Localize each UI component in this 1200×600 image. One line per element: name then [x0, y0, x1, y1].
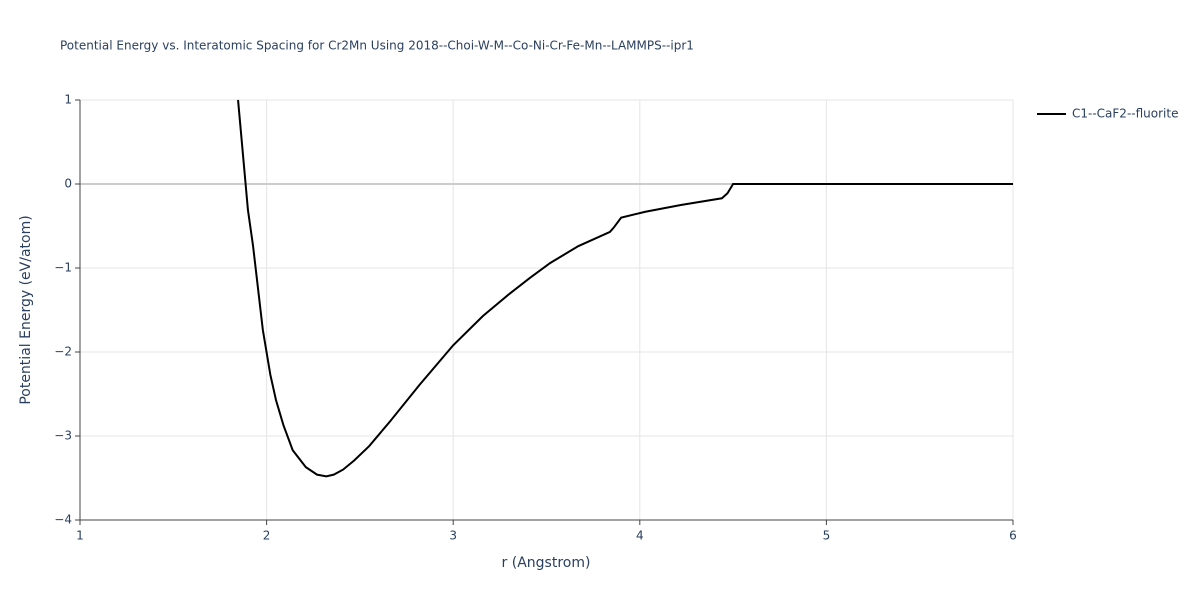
y-tick-label: 0 — [64, 177, 72, 191]
chart-title: Potential Energy vs. Interatomic Spacing… — [60, 39, 694, 53]
y-tick-label: 1 — [64, 93, 72, 107]
x-tick-label: 6 — [1009, 529, 1017, 543]
x-tick-label: 5 — [823, 529, 831, 543]
y-tick-label: −2 — [54, 345, 72, 359]
y-tick-label: −1 — [54, 261, 72, 275]
x-axis-title: r (Angstrom) — [502, 555, 591, 571]
data-line — [237, 99, 1013, 478]
y-tick-label: −4 — [54, 513, 72, 527]
legend-label: C1--CaF2--fluorite — [1072, 107, 1178, 121]
x-tick-label: 1 — [76, 529, 84, 543]
y-tick-label: −3 — [54, 429, 72, 443]
x-tick-label: 4 — [636, 529, 644, 543]
y-axis-title: Potential Energy (eV/atom) — [18, 215, 34, 404]
x-tick-label: 2 — [263, 529, 271, 543]
x-tick-label: 3 — [449, 529, 457, 543]
